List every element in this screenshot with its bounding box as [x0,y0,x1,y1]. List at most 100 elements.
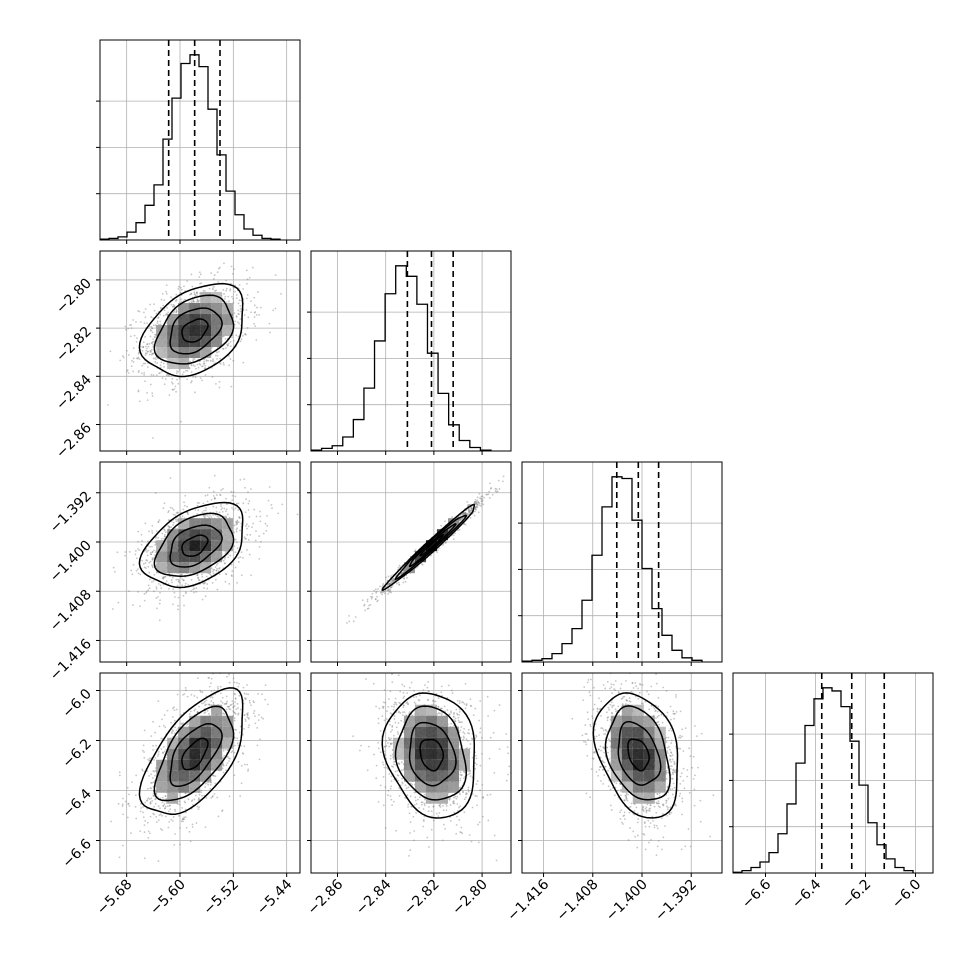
contour-line [138,283,244,378]
sample-point [478,504,481,507]
sample-point [196,363,199,366]
sample-point [208,676,211,679]
sample-point [209,788,212,790]
sample-point [225,279,227,282]
sample-point [139,345,142,348]
sample-point [139,830,142,833]
sample-point [174,726,176,729]
sample-point [215,506,218,509]
sample-point [368,604,370,607]
sample-point [225,573,227,576]
sample-point [142,562,145,565]
sample-point [146,559,149,562]
sample-point [155,586,158,588]
sample-point [248,516,251,518]
sample-point [163,309,166,312]
sample-point [495,490,498,493]
sample-point [197,799,200,802]
sample-point [175,310,178,312]
sample-point [176,512,179,514]
sample-point [248,500,251,502]
sample-point [476,502,479,505]
sample-point [143,373,146,376]
sample-point [239,556,242,559]
sample-point [222,347,224,350]
sample-point [390,586,393,589]
sample-point [440,524,443,527]
sample-point [171,507,174,510]
sample-point [255,339,258,341]
density-cell [211,303,223,315]
sample-point [232,359,235,362]
sample-point [234,538,237,541]
sample-point [174,300,177,302]
density-cell [189,518,201,530]
sample-point [193,391,196,394]
sample-point [230,563,233,566]
sample-point [233,312,236,315]
sample-point [481,495,484,498]
sample-point [150,553,153,556]
sample-point [233,524,236,527]
sample-point [167,311,169,314]
sample-point [158,814,161,816]
sample-point [227,705,230,708]
sample-point [235,316,238,318]
sample-point [230,490,233,493]
density-cell [178,347,190,359]
sample-point [259,540,262,543]
sample-point [171,576,174,579]
sample-point [237,760,240,763]
sample-point [210,690,213,693]
sample-point [223,557,226,560]
sample-point [280,292,282,295]
sample-point [209,781,212,784]
sample-point [389,586,392,589]
sample-point [269,331,271,334]
sample-point [406,576,408,579]
sample-point [154,356,157,359]
sample-point [379,591,382,594]
sample-point [392,579,394,582]
sample-point [296,513,299,516]
sample-point [130,832,132,835]
sample-point [199,690,202,693]
sample-point [150,553,152,556]
sample-point [130,569,133,572]
sample-point [172,509,175,511]
sample-point [210,272,213,274]
sample-point [464,512,467,515]
sample-point [215,511,218,513]
sample-point [135,817,138,820]
sample-point [172,524,175,526]
sample-point [171,305,174,308]
sample-point [475,501,478,504]
sample-point [491,493,494,496]
sample-point [215,383,217,385]
sample-point [155,530,158,532]
sample-point [231,700,234,703]
sample-point [236,521,239,524]
sample-point [239,478,242,481]
sample-point [233,545,236,548]
sample-point [237,302,240,305]
sample-point [173,591,176,594]
sample-point [243,536,246,539]
sample-point [371,592,374,595]
sample-point [114,570,116,573]
sample-point [467,503,470,506]
sample-point [474,506,477,509]
sample-point [200,791,203,794]
sample-point [237,561,240,563]
sample-point [218,386,221,389]
density-cell [425,540,437,552]
sample-point [136,337,138,340]
sample-point [227,756,229,758]
sample-point [182,817,184,820]
sample-point [216,567,218,570]
sample-point [370,597,373,600]
sample-point [225,497,227,500]
sample-point [184,494,187,497]
sample-point [373,589,376,592]
sample-point [233,717,236,720]
